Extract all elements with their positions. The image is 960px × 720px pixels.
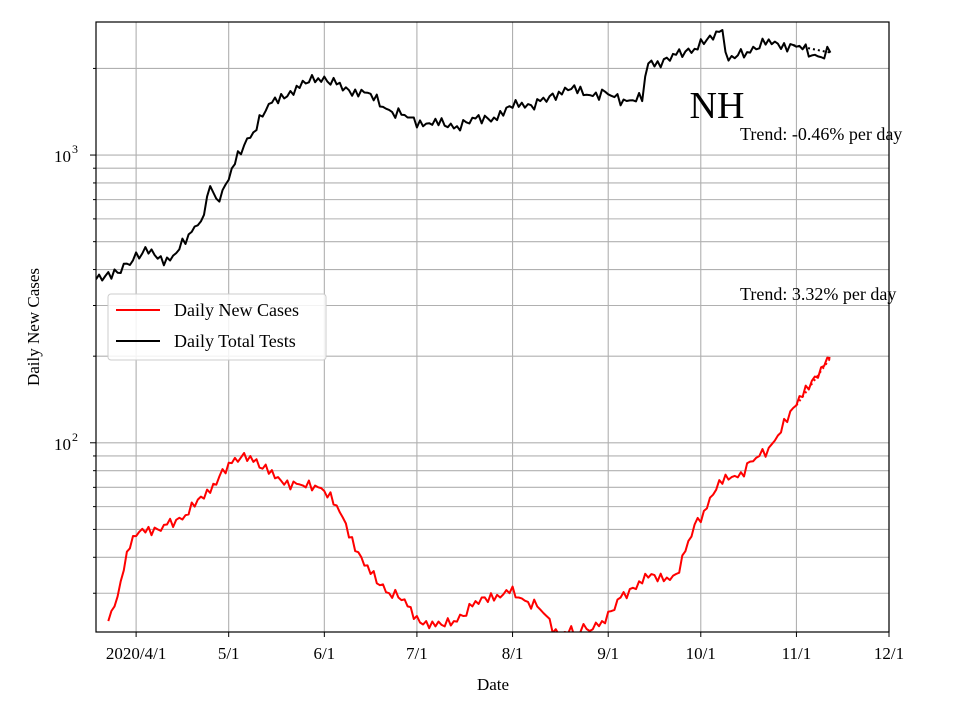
x-tick-label: 6/1	[313, 644, 335, 663]
x-axis-ticks: 2020/4/1 5/1 6/1 7/1 8/1 9/1 10/1 11/1 12/1	[106, 632, 904, 663]
legend-label-cases: Daily New Cases	[174, 300, 299, 320]
series-line	[107, 356, 831, 632]
x-tick-label: 11/1	[782, 644, 812, 663]
x-tick-label: 2020/4/1	[106, 644, 166, 663]
legend-label-tests: Daily Total Tests	[174, 331, 296, 351]
series-line	[96, 29, 832, 282]
x-tick-label: 10/1	[686, 644, 716, 663]
legend-box	[107, 293, 327, 361]
trend-lines	[793, 44, 832, 406]
series-lines	[96, 29, 832, 632]
legend: Daily New Cases Daily Total Tests	[107, 293, 327, 361]
y-axis-label: Daily New Cases	[24, 268, 43, 386]
x-tick-label: 9/1	[597, 644, 619, 663]
chart-title: NH	[690, 85, 745, 127]
x-tick-label: 7/1	[406, 644, 428, 663]
x-tick-label: 5/1	[218, 644, 240, 663]
x-tick-label: 12/1	[874, 644, 904, 663]
x-tick-label: 8/1	[502, 644, 524, 663]
trend-line	[793, 44, 831, 54]
grid-lines	[96, 22, 890, 632]
trend-label-cases: Trend: 3.32% per day	[740, 284, 896, 304]
plot-frame	[95, 21, 890, 633]
trend-label-tests: Trend: -0.46% per day	[740, 124, 902, 144]
x-axis-label: Date	[477, 675, 509, 694]
